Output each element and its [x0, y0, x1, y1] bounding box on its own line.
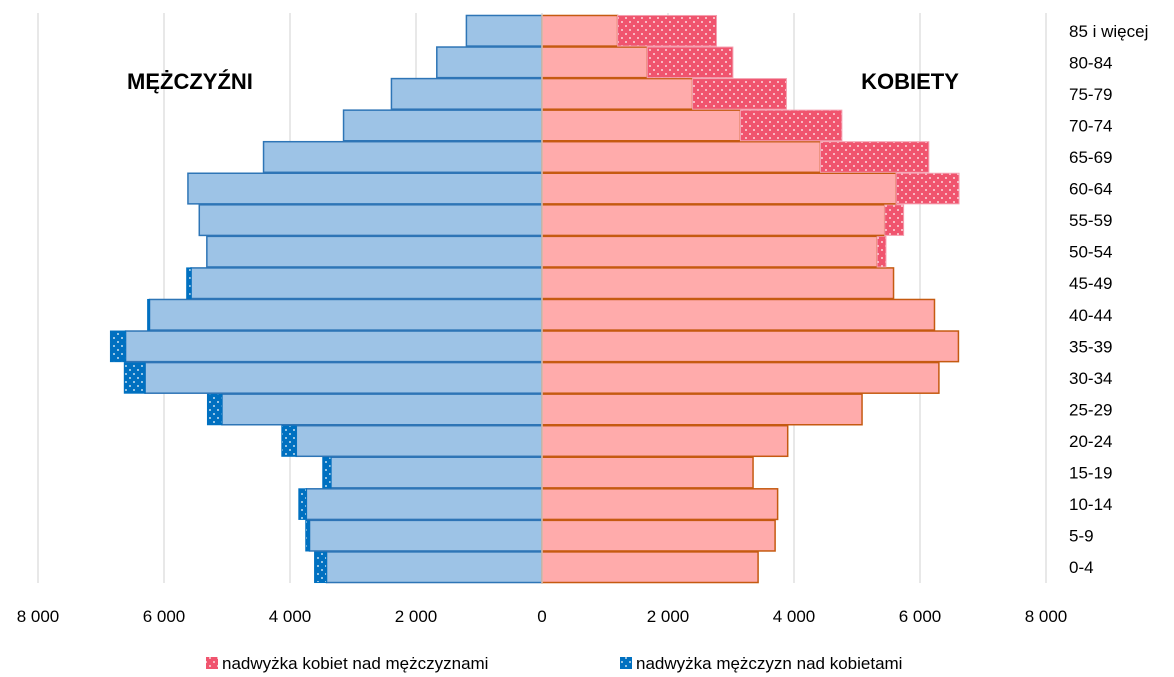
- x-tick-label: 4 000: [269, 607, 312, 626]
- men-bar: [198, 204, 543, 237]
- women-bar: [541, 298, 936, 331]
- x-tick-label: 4 000: [773, 607, 816, 626]
- women-bar: [541, 14, 619, 47]
- age-group-label: 50-54: [1069, 243, 1112, 262]
- x-tick-label: 2 000: [647, 607, 690, 626]
- excess-women-bar: [884, 204, 905, 236]
- men-bar: [390, 77, 543, 110]
- women-bar: [541, 267, 895, 300]
- women-bar: [541, 519, 776, 552]
- excess-men-bar: [186, 267, 192, 300]
- excess-men-bar: [298, 488, 307, 520]
- age-group-label: 60-64: [1069, 180, 1112, 199]
- men-bar: [465, 14, 543, 47]
- women-bar: [541, 109, 742, 142]
- men-bar: [144, 361, 543, 394]
- women-bar: [541, 235, 878, 268]
- age-group-label: 25-29: [1069, 400, 1112, 419]
- age-group-labels: 0-4 5-9 10-14 15-19 20-24 25-29 30-34 35-39 40-4…: [1069, 22, 1148, 577]
- men-bar: [436, 46, 543, 79]
- excess-women-bar: [617, 14, 718, 47]
- excess-men-bar: [314, 551, 328, 584]
- women-bar: [541, 456, 754, 489]
- x-tick-label: 2 000: [395, 607, 438, 626]
- excess-women-bar: [739, 109, 843, 142]
- age-group-label: 55-59: [1069, 211, 1112, 230]
- men-bar: [187, 172, 543, 205]
- excess-women-bar: [692, 78, 787, 110]
- legend-item-excess-men: nadwyżka mężczyzn nad kobietami: [620, 654, 902, 673]
- x-tick-label: 8 000: [1025, 607, 1068, 626]
- left-side-label: MĘŻCZYŹNI: [127, 69, 253, 94]
- legend-label-excess-men: nadwyżka mężczyzn nad kobietami: [636, 654, 902, 673]
- excess-men-bar: [147, 298, 151, 331]
- age-group-label: 0-4: [1069, 558, 1094, 577]
- x-tick-label: 8 000: [17, 607, 60, 626]
- excess-women-bar: [819, 141, 930, 173]
- women-bar: [541, 393, 863, 426]
- men-bar: [295, 424, 543, 458]
- excess-women-bar: [876, 235, 887, 268]
- women-bar: [541, 551, 759, 584]
- men-bar: [190, 267, 543, 300]
- bars: [109, 13, 960, 584]
- women-bar: [541, 361, 940, 394]
- age-group-label: 65-69: [1069, 148, 1112, 167]
- age-group-label: 70-74: [1069, 116, 1112, 135]
- x-tick-label: 6 000: [143, 607, 186, 626]
- excess-men-bar: [206, 393, 223, 426]
- excess-women-bar: [895, 172, 960, 205]
- legend-swatch-excess-women: [206, 657, 218, 669]
- legend-label-excess-women: nadwyżka kobiet nad mężczyznami: [222, 654, 488, 673]
- age-group-label: 5-9: [1069, 527, 1094, 546]
- women-bar: [541, 77, 694, 110]
- women-bar: [541, 140, 822, 174]
- women-bar: [541, 204, 886, 237]
- age-group-label: 75-79: [1069, 85, 1112, 104]
- age-group-label: 15-19: [1069, 464, 1112, 483]
- excess-men-bar: [281, 425, 297, 457]
- women-bar: [541, 424, 789, 458]
- excess-men-bar: [305, 519, 311, 552]
- men-bar: [148, 298, 543, 331]
- men-bar: [262, 140, 543, 174]
- legend-swatch-excess-men: [620, 657, 632, 669]
- legend: nadwyżka kobiet nad mężczyznami nadwyżka…: [206, 654, 902, 673]
- age-group-label: 30-34: [1069, 369, 1112, 388]
- excess-women-bar: [646, 46, 734, 79]
- age-group-label: 40-44: [1069, 306, 1112, 325]
- right-side-label: KOBIETY: [861, 69, 959, 94]
- age-group-label: 85 i więcej: [1069, 22, 1148, 41]
- age-group-label: 45-49: [1069, 274, 1112, 293]
- x-axis-ticks: 8 000 6 000 4 000 2 000 0 2 000 4 000 6 000 8 00…: [17, 607, 1068, 626]
- men-bar: [330, 456, 543, 489]
- women-bar: [541, 488, 779, 521]
- men-bar: [221, 393, 543, 426]
- men-bar: [124, 330, 543, 363]
- x-tick-label: 0: [537, 607, 546, 626]
- men-bar: [325, 551, 543, 584]
- excess-men-bar: [123, 362, 146, 394]
- men-bar: [342, 109, 543, 142]
- excess-men-bar: [322, 456, 332, 489]
- men-bar: [308, 519, 543, 552]
- men-bar: [305, 488, 543, 521]
- age-group-label: 10-14: [1069, 495, 1112, 514]
- women-bar: [541, 330, 960, 363]
- age-group-label: 35-39: [1069, 337, 1112, 356]
- legend-item-excess-women: nadwyżka kobiet nad mężczyznami: [206, 654, 488, 673]
- age-group-label: 80-84: [1069, 53, 1112, 72]
- women-bar: [541, 172, 897, 205]
- women-bar: [541, 46, 648, 79]
- excess-men-bar: [109, 330, 127, 363]
- age-group-label: 20-24: [1069, 432, 1112, 451]
- x-tick-label: 6 000: [899, 607, 942, 626]
- men-bar: [206, 235, 543, 268]
